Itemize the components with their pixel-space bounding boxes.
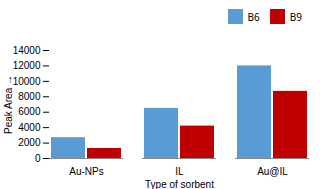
- svg-text:Type of sorbent: Type of sorbent: [145, 179, 214, 189]
- svg-text:12000: 12000: [13, 60, 41, 71]
- svg-text:Peak Area →: Peak Area →: [3, 75, 14, 134]
- svg-text:2000: 2000: [18, 137, 41, 148]
- html-text:B9: B9: [289, 9, 302, 24]
- html-text:B6: B6: [247, 9, 260, 24]
- svg-text:0: 0: [35, 153, 41, 164]
- svg-text:14000: 14000: [13, 45, 41, 56]
- svg-text:8000: 8000: [18, 91, 41, 102]
- svg-text:Au@IL: Au@IL: [257, 166, 288, 177]
- svg-text:4000: 4000: [18, 122, 41, 133]
- svg-text:IL: IL: [175, 166, 184, 177]
- svg-text:Au-NPs: Au-NPs: [69, 166, 103, 177]
- svg-text:10000: 10000: [13, 76, 41, 87]
- svg-text:6000: 6000: [18, 106, 41, 117]
